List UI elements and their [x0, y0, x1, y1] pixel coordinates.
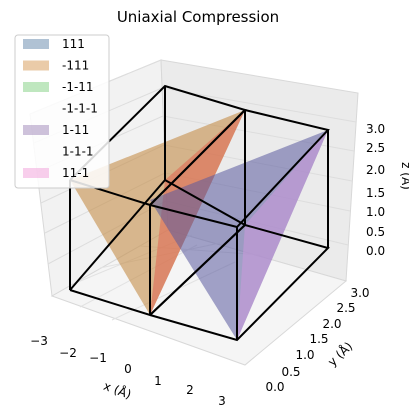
z-tick-label: 0.0 [366, 244, 385, 258]
y-tick-label: 3.0 [350, 286, 369, 300]
z-axis-label: z (Å) [399, 162, 409, 190]
legend-label: -111 [62, 59, 89, 73]
x-axis-label: x (Å) [102, 378, 134, 402]
legend-swatch [23, 39, 49, 49]
z-tick-label: 2.5 [366, 141, 385, 155]
x-tick-label: −3 [30, 334, 48, 348]
y-axis-label: y (Å) [324, 338, 355, 369]
y-tick-label: 1.0 [295, 348, 314, 362]
y-tick-label: 0.5 [281, 365, 300, 379]
x-axis: x (Å) [102, 378, 134, 402]
legend-swatch [23, 168, 49, 178]
z-tick-label: 1.0 [366, 205, 385, 219]
grid-line [162, 115, 355, 152]
legend-swatch [23, 104, 49, 114]
legend-swatch [23, 125, 49, 135]
z-axis: z (Å) [399, 162, 409, 190]
x-tick-label: 3 [218, 394, 226, 408]
legend: 111 -111 -1-11 -1-1-1 1-11 1-1-1 11-1 [14, 34, 110, 189]
x-tick-label: 1 [154, 374, 162, 388]
tick-labels: −3−2 −101230.00.51.01.52.02.53.00.00.51.0… [30, 122, 385, 408]
y-tick-label: 1.5 [309, 332, 328, 346]
y-tick-label: 0.0 [265, 380, 284, 394]
z-tick-label: 1.5 [366, 186, 385, 200]
z-tick-label: 0.5 [366, 225, 385, 239]
legend-swatch [23, 147, 49, 157]
cell-edge [149, 223, 330, 342]
legend-label: 11-1 [62, 166, 89, 180]
legend-label: 1-1-1 [62, 145, 94, 159]
cell-wireframes [69, 84, 330, 342]
y-axis: y (Å) [324, 338, 355, 369]
legend-label: -1-1-1 [62, 102, 98, 116]
y-tick-label: 2.5 [336, 301, 355, 315]
x-tick-label: −2 [59, 346, 77, 360]
legend-label: 1-11 [62, 123, 89, 137]
legend-label: 111 [62, 37, 85, 51]
legend-swatch [23, 82, 49, 92]
x-tick-label: 0 [124, 362, 132, 376]
chart-title: Uniaxial Compression [117, 8, 279, 26]
legend-swatch [23, 60, 49, 71]
legend-label: -1-11 [62, 80, 94, 94]
z-tick-label: 3.0 [366, 122, 385, 136]
y-tick-label: 2.0 [322, 317, 341, 331]
z-tick-label: 2.0 [366, 163, 385, 177]
x-tick-label: −1 [89, 351, 107, 365]
x-tick-label: 2 [186, 383, 194, 397]
legend-box [14, 34, 110, 189]
grid-line [161, 87, 357, 123]
